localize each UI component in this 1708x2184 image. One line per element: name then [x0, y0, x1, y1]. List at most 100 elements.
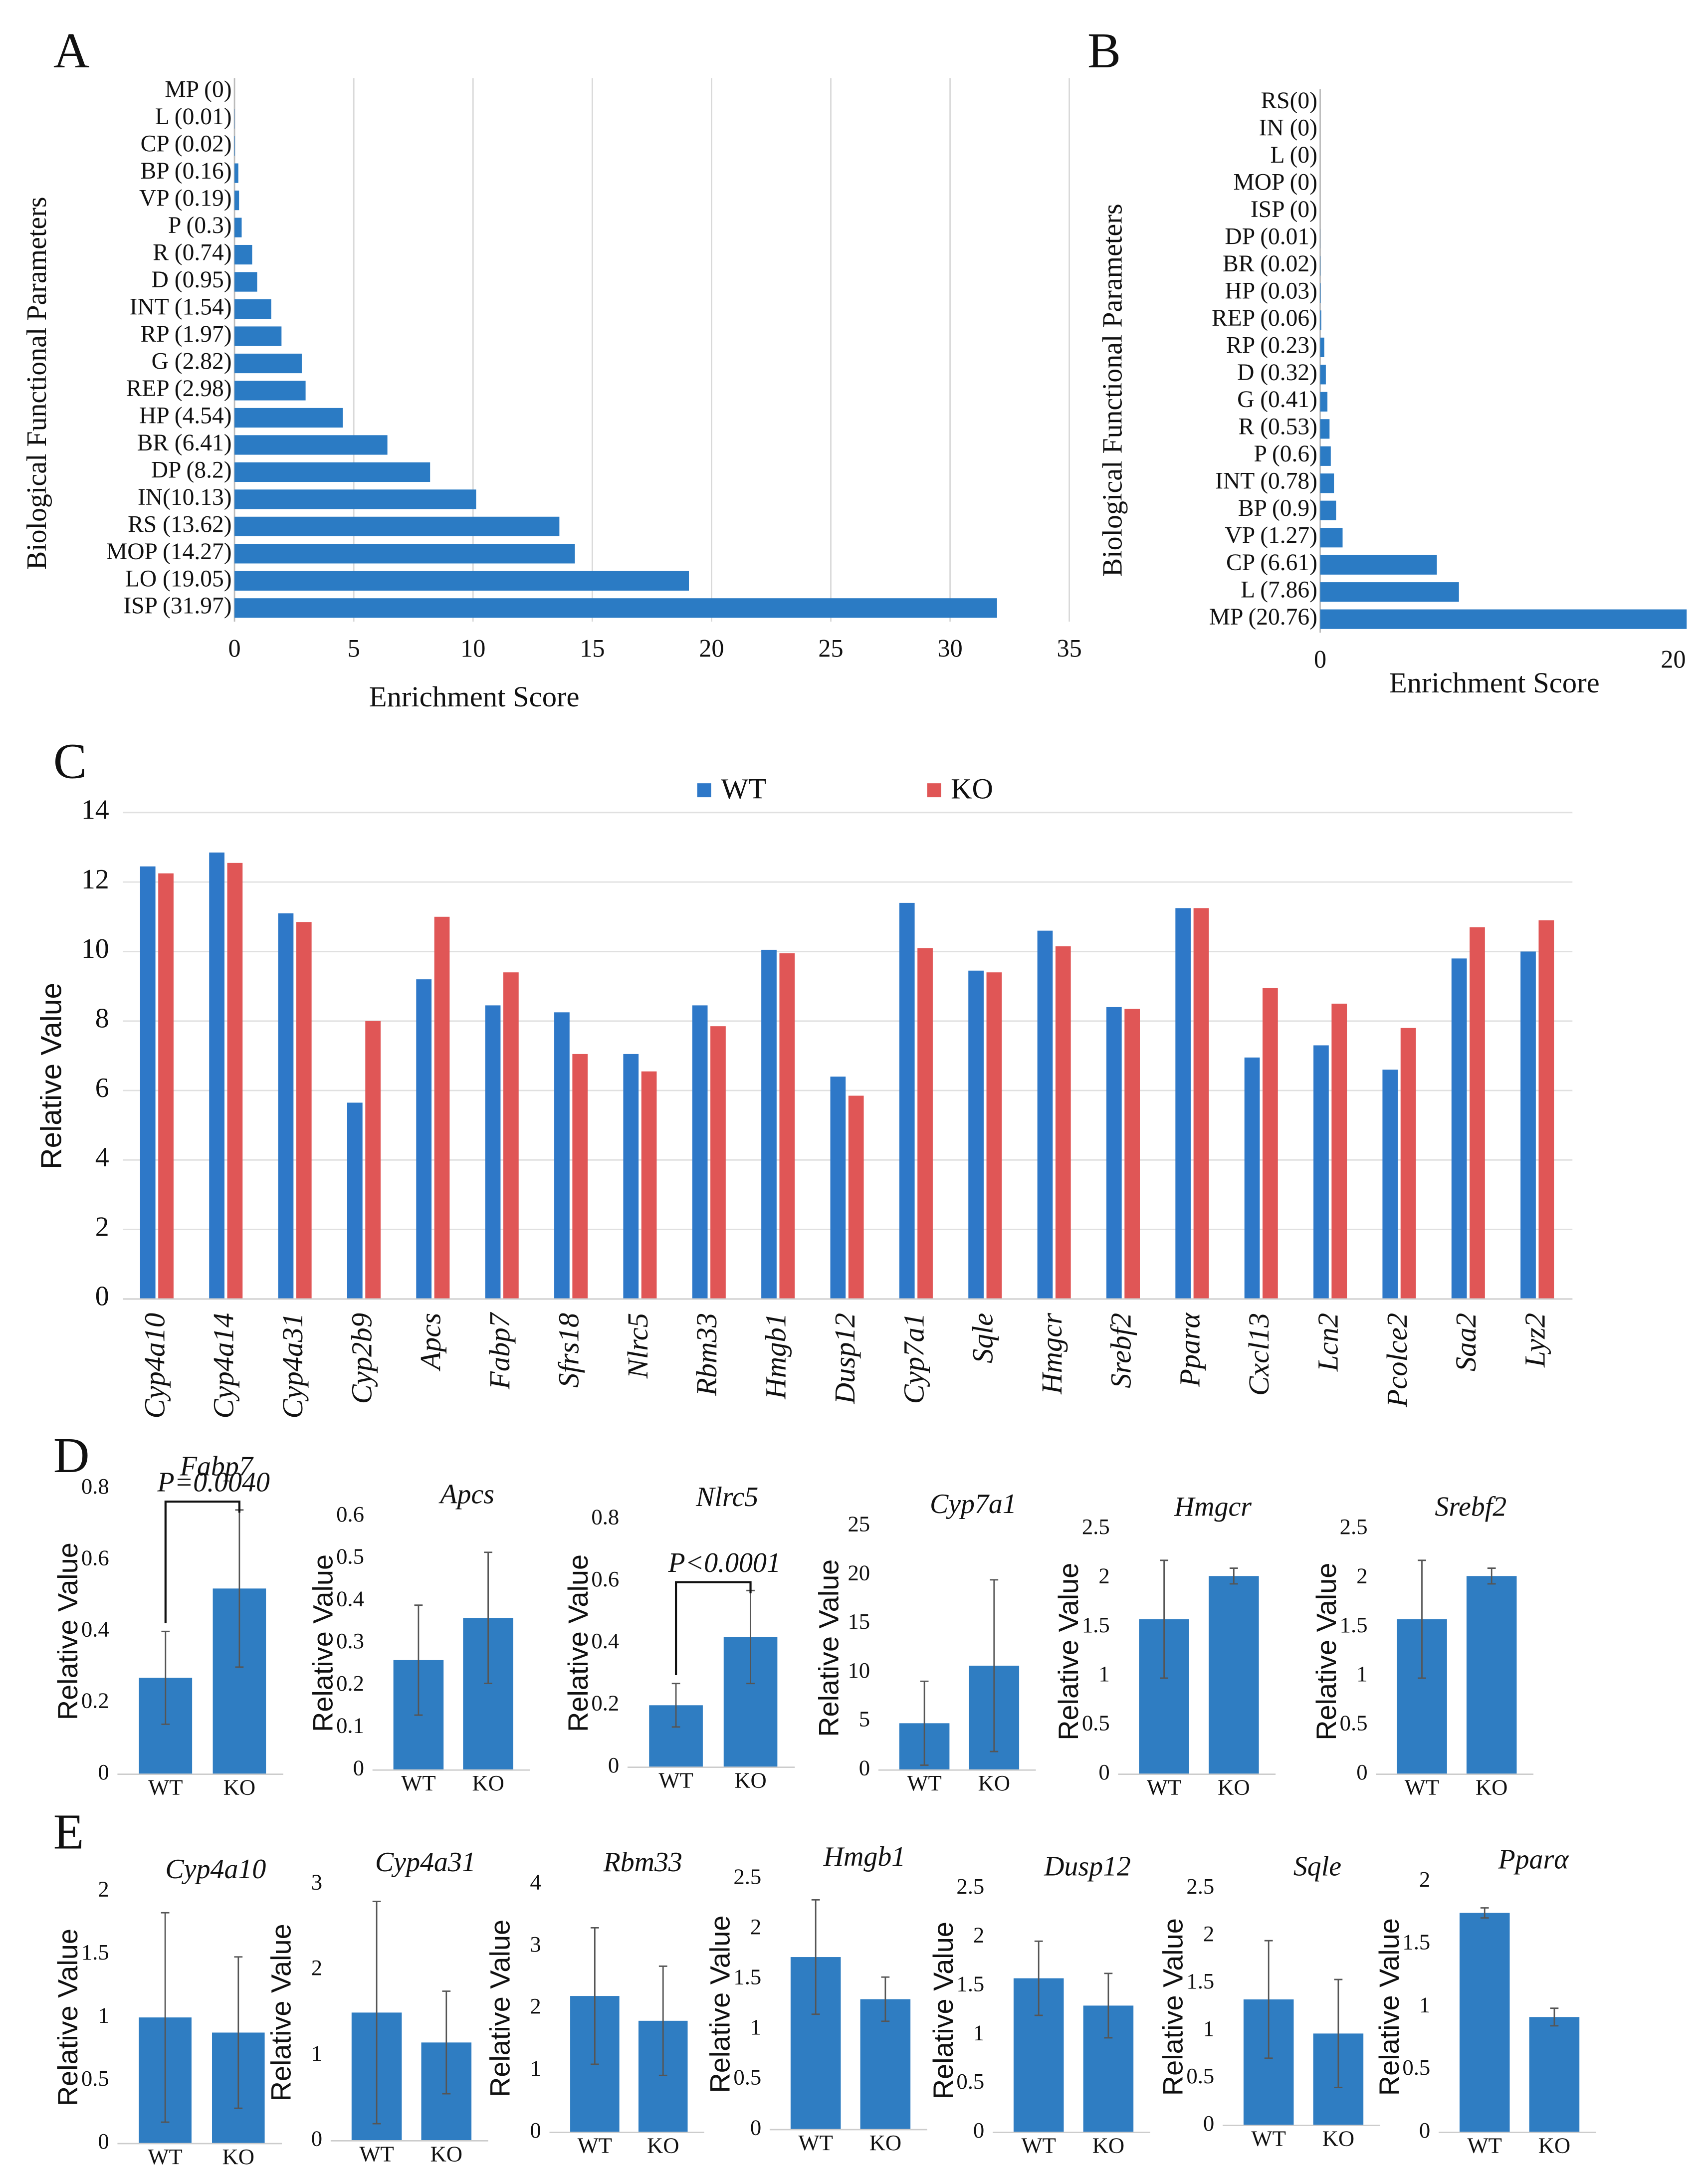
y-tick-label: RP (0.23) — [1226, 332, 1317, 358]
bar — [158, 873, 174, 1299]
bar — [1466, 1576, 1517, 1774]
y-tick-label: P (0.3) — [168, 213, 232, 238]
bar — [234, 244, 252, 265]
x-tick-label: 25 — [818, 634, 843, 662]
bar — [278, 913, 294, 1299]
x-tick-label: 20 — [699, 634, 724, 662]
y-tick-label: BR (0.02) — [1223, 251, 1317, 277]
bar — [234, 598, 997, 618]
x-tick-label: KO — [647, 2133, 679, 2158]
y-tick-label: 2 — [1356, 1563, 1367, 1588]
x-tick-label: Cyp4a31 — [276, 1313, 309, 1419]
x-tick-label: Srebf2 — [1104, 1313, 1137, 1388]
y-tick-label: 15 — [848, 1609, 870, 1634]
y-tick-label: 2.5 — [1340, 1514, 1368, 1539]
chart-title: Sqle — [1293, 1851, 1341, 1882]
y-tick-label: 1.5 — [733, 1965, 761, 1989]
bar — [1124, 1009, 1140, 1299]
y-tick-label: D (0.32) — [1237, 360, 1317, 386]
x-tick-label: KO — [1218, 1775, 1250, 1800]
y-tick-label: 0 — [1419, 2118, 1430, 2143]
bar — [1193, 908, 1209, 1299]
y-tick-label: R (0.74) — [153, 239, 231, 265]
annotation: P=0.0040 — [157, 1467, 269, 1498]
bar — [234, 516, 560, 536]
y-tick-label: 0 — [98, 2129, 109, 2154]
y-tick-label: 0.5 — [956, 2069, 984, 2094]
y-tick-label: G (0.41) — [1237, 387, 1317, 413]
bar — [1529, 2017, 1580, 2133]
y-tick-label: P (0.6) — [1254, 441, 1317, 467]
bar — [1451, 958, 1467, 1299]
y-tick-label: 0.2 — [336, 1671, 364, 1696]
y-tick-label: G (2.82) — [152, 348, 232, 374]
y-tick-label: 4 — [95, 1142, 109, 1173]
y-tick-label: 2 — [1419, 1867, 1430, 1892]
bar — [234, 218, 242, 237]
bar — [1244, 1057, 1260, 1299]
y-tick-label: 0.5 — [1186, 2063, 1214, 2088]
bar — [234, 163, 238, 183]
y-tick-label: 2 — [750, 1914, 761, 1939]
y-tick-label: 0.5 — [733, 2065, 761, 2090]
bar — [692, 1005, 708, 1299]
bar — [1106, 1007, 1122, 1299]
y-axis-label: Biological Functional Parameters — [1097, 204, 1128, 577]
y-tick-label: 2 — [98, 1877, 109, 1902]
y-axis-label: Relative Value — [1310, 1563, 1342, 1741]
y-tick-label: 0.2 — [81, 1688, 109, 1713]
y-tick-label: 2 — [1098, 1563, 1109, 1588]
y-tick-label: LO (19.05) — [125, 566, 232, 592]
y-tick-label: IN(10.13) — [138, 484, 232, 510]
y-tick-label: HP (0.03) — [1225, 278, 1317, 304]
bar — [365, 1021, 381, 1299]
x-tick-label: Apcs — [415, 1313, 447, 1372]
bar — [234, 489, 476, 509]
legend-label: KO — [951, 772, 993, 805]
bar — [899, 902, 915, 1299]
bar — [1320, 473, 1334, 493]
y-tick-label: VP (1.27) — [1225, 523, 1317, 549]
bar — [1320, 310, 1321, 330]
y-tick-label: 0.5 — [1402, 2055, 1430, 2080]
annotation: P<0.0001 — [667, 1547, 780, 1578]
y-tick-label: 2 — [530, 1993, 541, 2018]
bar — [641, 1071, 657, 1299]
y-tick-label: 0.5 — [1082, 1711, 1110, 1736]
y-tick-label: 0.4 — [591, 1628, 619, 1653]
x-tick-label: Sqle — [967, 1313, 999, 1363]
y-axis-label: Biological Functional Parameters — [21, 197, 52, 570]
y-tick-label: RS(0) — [1261, 88, 1317, 114]
bar — [917, 948, 933, 1299]
y-tick-label: 0 — [973, 2118, 984, 2143]
y-tick-label: 0.3 — [336, 1628, 364, 1653]
y-tick-label: 0 — [859, 1755, 870, 1780]
y-tick-label: ISP (0) — [1251, 197, 1317, 222]
y-tick-label: INT (1.54) — [130, 294, 232, 320]
x-tick-label: 15 — [580, 634, 605, 662]
x-tick-label: 30 — [937, 634, 962, 662]
bar — [416, 979, 432, 1299]
bar — [234, 136, 235, 156]
x-tick-label: Nlrc5 — [622, 1313, 654, 1379]
y-tick-label: 0.2 — [591, 1691, 619, 1716]
y-tick-label: 1 — [973, 2020, 984, 2045]
bar — [1320, 419, 1330, 439]
x-tick-label: Hmgb1 — [760, 1313, 792, 1400]
x-tick-label: Cyp2b9 — [345, 1313, 378, 1404]
y-axis-label: Relative Value — [1373, 1918, 1405, 2096]
x-tick-label: KO — [223, 1775, 256, 1800]
x-tick-label: WT — [1147, 1775, 1181, 1800]
y-tick-label: VP (0.19) — [139, 186, 232, 212]
y-tick-label: 0 — [1098, 1759, 1109, 1784]
bar — [1055, 946, 1071, 1299]
bar — [227, 863, 243, 1299]
x-tick-label: WT — [148, 2144, 182, 2169]
bar — [779, 953, 795, 1299]
y-tick-label: 1 — [1098, 1661, 1109, 1686]
y-tick-label: 1 — [98, 2002, 109, 2027]
bar — [485, 1005, 501, 1299]
x-tick-label: WT — [1405, 1775, 1439, 1800]
y-axis-label: Relative Value — [813, 1559, 845, 1737]
x-tick-label: 0 — [228, 634, 241, 662]
